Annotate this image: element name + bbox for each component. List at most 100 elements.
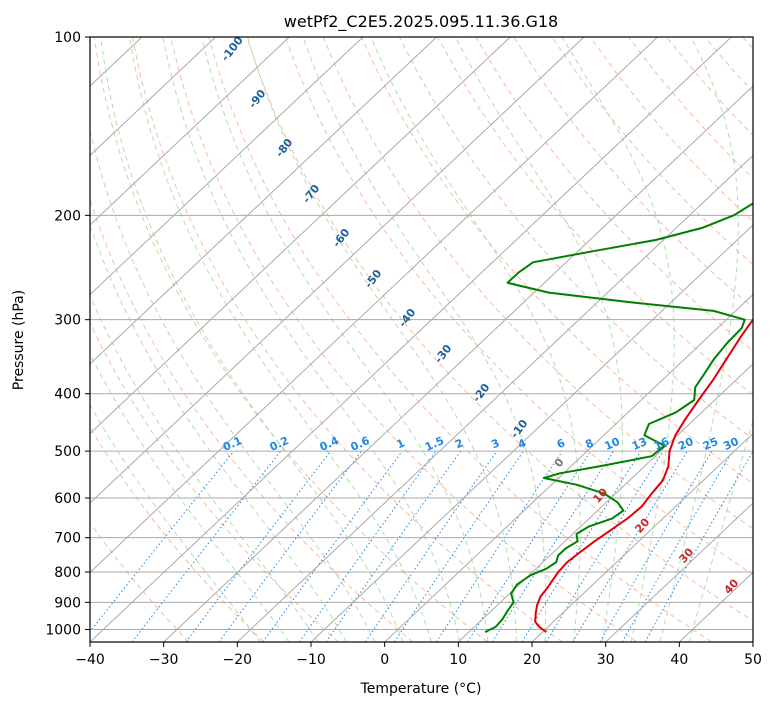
dry-adiabat [208, 37, 712, 642]
moist-adiabat [162, 37, 461, 642]
dry-adiabat [475, 37, 753, 352]
moist-adiabat-label: 10 [590, 485, 610, 505]
mixing-ratio-label: 25 [701, 435, 720, 453]
dry-adiabat [246, 37, 753, 622]
mixing-ratio-label: 10 [603, 435, 623, 453]
dry-adiabat-label: 0 [552, 456, 567, 470]
temperature-profile [534, 318, 753, 633]
dry-adiabat-label: -80 [273, 136, 296, 160]
mixing-ratio-line [298, 450, 437, 642]
isotherm [163, 85, 753, 642]
x-tick-label: 20 [523, 652, 541, 668]
dry-adiabat [284, 37, 753, 576]
moist-adiabat [561, 37, 675, 642]
x-axis: −40 −30 −20 −10 0 10 20 30 40 50 [75, 642, 762, 668]
y-tick-label: 500 [54, 444, 81, 460]
dry-adiabat [437, 37, 753, 396]
profiles [484, 202, 753, 633]
x-tick-label: 50 [744, 652, 762, 668]
dry-adiabat [742, 37, 753, 50]
mixing-ratio-label: 3 [489, 436, 501, 451]
isotherm [90, 37, 585, 504]
dry-adiabat-label: -20 [470, 381, 493, 405]
dry-adiabat [90, 321, 339, 642]
dry-adiabat [93, 37, 488, 642]
moist-adiabat [370, 37, 581, 642]
moist-adiabat-label: 40 [721, 576, 741, 596]
x-axis-label: Temperature (°C) [360, 681, 482, 697]
mixing-ratio-label: 6 [555, 436, 568, 451]
y-tick-label: 600 [54, 491, 81, 507]
mixing-ratio-line [467, 450, 592, 642]
x-tick-label: −10 [296, 652, 326, 668]
isotherm [90, 37, 290, 226]
dry-adiabat [90, 197, 414, 642]
mixing-ratio-label: 20 [676, 435, 696, 453]
y-axis-label: Pressure (hPa) [11, 290, 27, 390]
dry-adiabat [551, 37, 753, 266]
mixing-ratio-line [185, 450, 332, 642]
dry-adiabat-label: -100 [219, 34, 246, 64]
moist-adiabat [90, 223, 347, 642]
y-tick-label: 700 [54, 531, 81, 547]
isotherm [90, 37, 511, 435]
isotherm [90, 37, 732, 642]
moist-adiabat [659, 37, 739, 642]
plot-frame [89, 36, 754, 643]
moist-adiabat-label: 20 [632, 515, 652, 535]
mixing-ratio-line [90, 450, 235, 633]
moist-adiabat [90, 128, 376, 642]
x-tick-label: 40 [670, 652, 688, 668]
dry-adiabat-label: -10 [508, 417, 531, 441]
dry-adiabat-label: -70 [300, 182, 323, 206]
dry-adiabat [513, 37, 753, 309]
y-tick-label: 100 [54, 30, 81, 46]
isotherm [752, 641, 753, 642]
mixing-ratio-label: 13 [630, 435, 649, 453]
y-tick-label: 300 [54, 313, 81, 329]
mixing-ratio-label: 30 [721, 435, 741, 453]
y-axis: 100 200 300 400 500 600 700 800 900 1000 [45, 30, 90, 638]
dry-adiabat-label: -60 [330, 226, 353, 250]
y-tick-label: 900 [54, 595, 81, 611]
moist-adiabat [247, 37, 517, 642]
moist-adiabat [455, 37, 623, 642]
isotherm [90, 37, 437, 365]
gridlines [90, 37, 753, 642]
x-tick-label: 0 [380, 652, 389, 668]
x-tick-label: 30 [597, 652, 615, 668]
y-tick-label: 1000 [45, 622, 81, 638]
isotherm [90, 37, 216, 157]
isotherm [90, 37, 364, 296]
y-tick-label: 200 [54, 208, 81, 224]
isotherm [457, 363, 753, 642]
mixing-ratio-line [545, 450, 664, 642]
line-labels: 0.1 0.2 0.4 0.6 1 1.5 2 3 4 6 8 10 13 16 20 25 30-100-90… [219, 34, 742, 597]
y-tick-label: 800 [54, 565, 81, 581]
dewpoint-profile [484, 202, 753, 633]
moist-adiabat [201, 37, 489, 642]
moist-adiabat [90, 294, 319, 642]
isotherm [605, 502, 753, 642]
isotherm [90, 37, 658, 574]
dry-adiabat [170, 37, 638, 642]
dry-adiabat-label: -30 [432, 342, 455, 366]
dry-adiabat-label: -40 [396, 306, 419, 330]
x-tick-label: −40 [75, 652, 105, 668]
x-tick-label: −30 [149, 652, 179, 668]
dry-adiabat [131, 37, 563, 642]
mixing-ratio-line [325, 450, 462, 642]
mixing-ratio-label: 16 [652, 435, 672, 453]
moist-adiabat [129, 37, 432, 642]
mixing-ratio-line [599, 450, 713, 642]
x-tick-label: −20 [223, 652, 253, 668]
mixing-ratio-line [364, 450, 498, 642]
mixing-ratio-label: 1 [395, 436, 407, 451]
mixing-ratio-line [621, 450, 733, 642]
moist-adiabat [100, 37, 404, 642]
chart-title: wetPf2_C2E5.2025.095.11.36.G18 [284, 12, 558, 32]
mixing-ratio-line [435, 450, 563, 642]
dry-adiabat [90, 521, 190, 642]
mixing-ratio-line [218, 450, 362, 642]
x-tick-label: 10 [449, 652, 467, 668]
